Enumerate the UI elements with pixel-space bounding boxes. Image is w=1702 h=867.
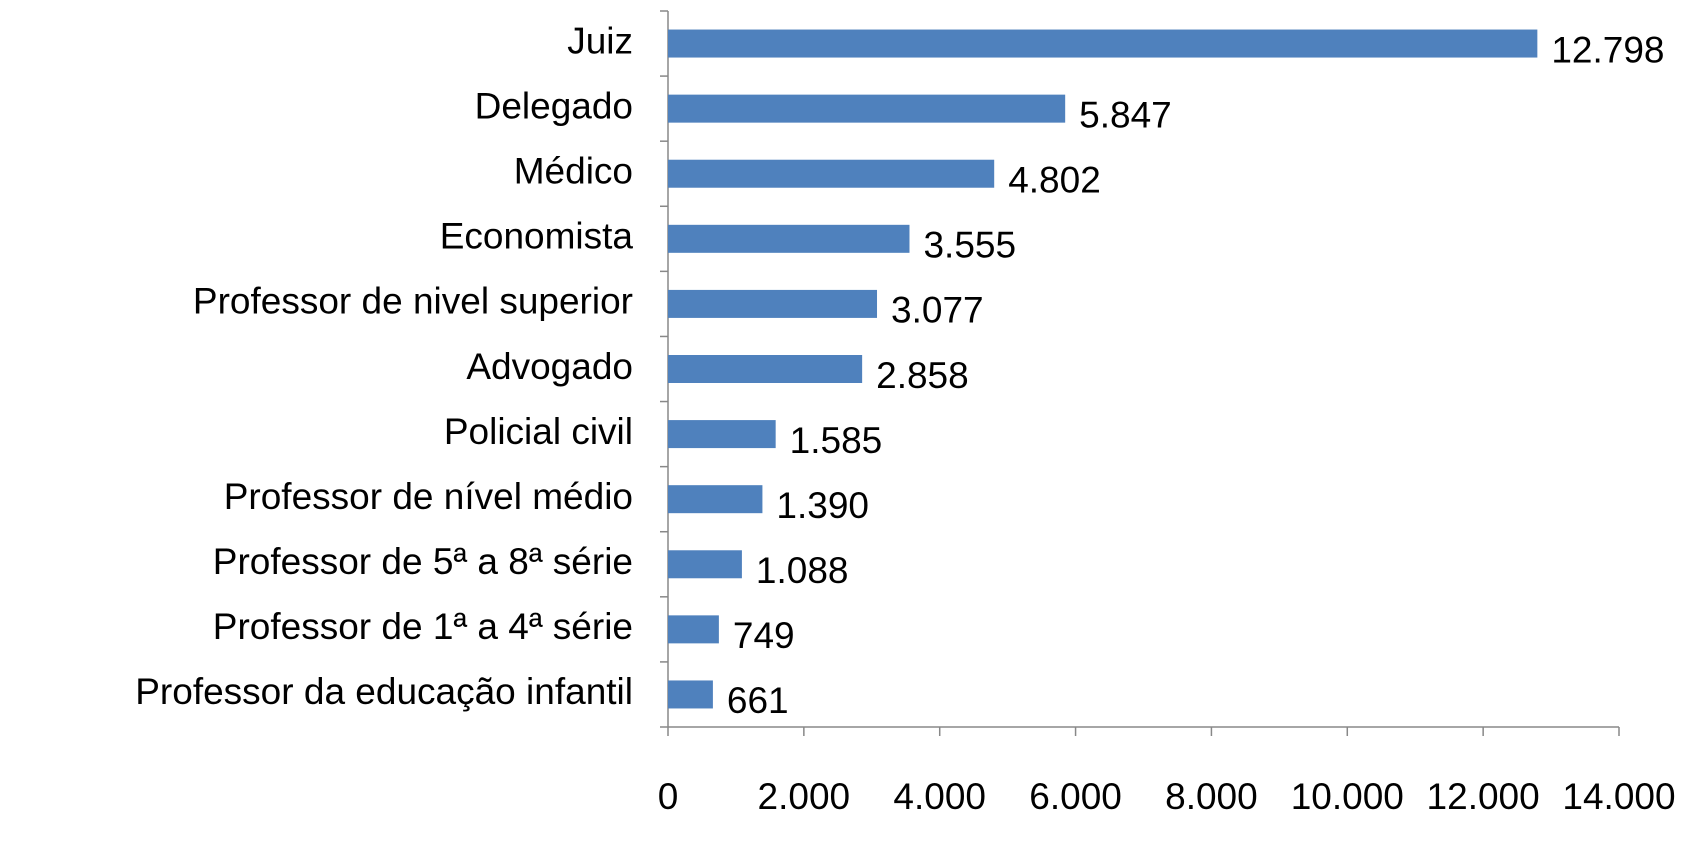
y-tick-label: Policial civil [444, 411, 633, 452]
bar [668, 550, 742, 579]
y-tick-label: Professor de nivel superior [193, 281, 633, 322]
value-label: 5.847 [1079, 94, 1172, 135]
bar [668, 485, 763, 514]
y-tick-label: Médico [514, 151, 633, 192]
y-tick-label: Juiz [567, 20, 633, 61]
x-tick-label: 10.000 [1291, 776, 1404, 817]
x-tick-label: 8.000 [1165, 776, 1258, 817]
value-label: 1.390 [776, 485, 869, 526]
bar [668, 159, 995, 188]
x-tick-label: 4.000 [893, 776, 986, 817]
bar [668, 289, 878, 318]
value-label: 2.858 [876, 355, 969, 396]
y-tick-label: Professor da educação infantil [135, 671, 633, 712]
x-tick-label: 0 [658, 776, 679, 817]
bar [668, 680, 713, 709]
y-tick-label: Delegado [475, 85, 633, 126]
value-label: 3.555 [923, 225, 1016, 266]
x-tick-label: 12.000 [1427, 776, 1540, 817]
bar [668, 615, 719, 644]
bar [668, 29, 1538, 58]
y-tick-label: Advogado [466, 346, 633, 387]
value-label: 4.802 [1008, 160, 1101, 201]
bar [668, 94, 1066, 123]
value-label: 749 [733, 615, 795, 656]
bar [668, 355, 863, 383]
value-label: 12.798 [1551, 29, 1664, 70]
x-tick-label: 6.000 [1029, 776, 1122, 817]
y-tick-label: Professor de 5ª a 8ª série [213, 541, 633, 582]
y-tick-label: Economista [440, 216, 634, 257]
value-label: 1.585 [790, 420, 883, 461]
value-label: 661 [727, 680, 789, 721]
y-tick-label: Professor de 1ª a 4ª série [213, 606, 633, 647]
value-label: 3.077 [891, 290, 984, 331]
value-label: 1.088 [756, 550, 849, 591]
bar [668, 224, 910, 253]
bar [668, 420, 776, 449]
y-tick-label: Professor de nível médio [224, 476, 633, 517]
x-tick-label: 2.000 [758, 776, 851, 817]
x-tick-label: 14.000 [1562, 776, 1675, 817]
